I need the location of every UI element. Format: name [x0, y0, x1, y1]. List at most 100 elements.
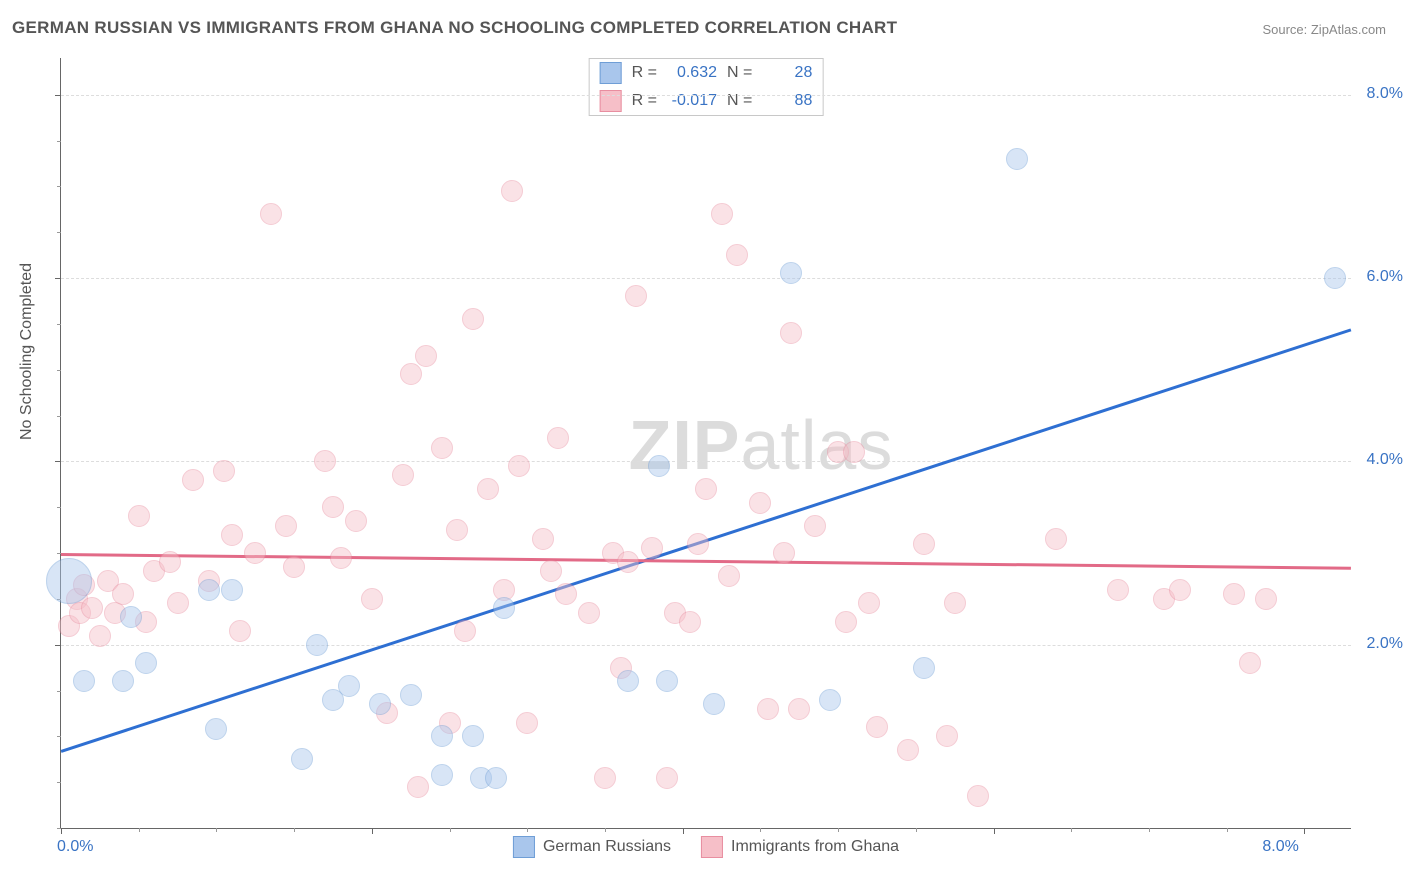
scatter-point	[167, 592, 189, 614]
stats-row-series2: R = -0.017 N = 88	[590, 87, 823, 115]
scatter-point	[695, 478, 717, 500]
x-tick	[994, 828, 995, 834]
scatter-point	[462, 308, 484, 330]
swatch-series2-legend	[701, 836, 723, 858]
scatter-point-large	[46, 558, 92, 604]
legend-label-series1: German Russians	[543, 838, 671, 856]
x-tick	[372, 828, 373, 834]
scatter-point	[835, 611, 857, 633]
scatter-point	[446, 519, 468, 541]
scatter-point	[1255, 588, 1277, 610]
y-tick	[57, 782, 61, 783]
gridline	[61, 278, 1351, 279]
scatter-point	[1169, 579, 1191, 601]
y-tick	[57, 736, 61, 737]
scatter-point	[361, 588, 383, 610]
legend-item-series1: German Russians	[513, 836, 671, 858]
x-tick	[61, 828, 62, 834]
n-label: N =	[727, 64, 752, 82]
scatter-point	[858, 592, 880, 614]
x-tick	[450, 828, 451, 832]
y-tick	[57, 141, 61, 142]
scatter-point	[314, 450, 336, 472]
y-tick	[57, 186, 61, 187]
scatter-point	[944, 592, 966, 614]
scatter-point	[508, 455, 530, 477]
y-tick-label: 6.0%	[1367, 268, 1403, 286]
r-label: R =	[632, 64, 657, 82]
r-value-series1: 0.632	[667, 64, 717, 82]
scatter-point	[726, 244, 748, 266]
scatter-point	[462, 725, 484, 747]
x-tick	[605, 828, 606, 832]
scatter-point	[135, 652, 157, 674]
legend-label-series2: Immigrants from Ghana	[731, 838, 899, 856]
x-tick	[1304, 828, 1305, 834]
stats-row-series1: R = 0.632 N = 28	[590, 59, 823, 87]
scatter-point	[112, 583, 134, 605]
scatter-point	[749, 492, 771, 514]
scatter-point	[757, 698, 779, 720]
scatter-point	[159, 551, 181, 573]
scatter-point	[1239, 652, 1261, 674]
scatter-point	[578, 602, 600, 624]
scatter-point	[819, 689, 841, 711]
scatter-point	[454, 620, 476, 642]
y-tick	[57, 507, 61, 508]
x-tick	[139, 828, 140, 832]
x-tick	[1227, 828, 1228, 832]
gridline	[61, 95, 1351, 96]
x-tick-label: 8.0%	[1262, 838, 1298, 856]
y-axis-label: No Schooling Completed	[18, 263, 36, 440]
y-tick	[55, 461, 61, 462]
y-tick	[57, 324, 61, 325]
scatter-point	[345, 510, 367, 532]
scatter-point	[1223, 583, 1245, 605]
gridline	[61, 461, 1351, 462]
swatch-series1	[600, 62, 622, 84]
x-tick	[1071, 828, 1072, 832]
scatter-point	[788, 698, 810, 720]
y-tick-label: 4.0%	[1367, 451, 1403, 469]
y-tick	[57, 416, 61, 417]
scatter-point	[780, 262, 802, 284]
x-tick	[216, 828, 217, 832]
scatter-point	[866, 716, 888, 738]
scatter-point	[283, 556, 305, 578]
scatter-point	[415, 345, 437, 367]
y-tick	[55, 95, 61, 96]
scatter-point	[431, 764, 453, 786]
scatter-point	[198, 579, 220, 601]
scatter-point	[897, 739, 919, 761]
scatter-point	[641, 537, 663, 559]
scatter-point	[89, 625, 111, 647]
chart-title: GERMAN RUSSIAN VS IMMIGRANTS FROM GHANA …	[12, 18, 897, 38]
scatter-point	[112, 670, 134, 692]
x-tick	[527, 828, 528, 832]
scatter-point	[400, 684, 422, 706]
scatter-point	[338, 675, 360, 697]
scatter-point	[1045, 528, 1067, 550]
scatter-point	[532, 528, 554, 550]
scatter-point	[501, 180, 523, 202]
scatter-point	[967, 785, 989, 807]
scatter-point	[516, 712, 538, 734]
scatter-point	[773, 542, 795, 564]
scatter-plot-area: ZIPatlas R = 0.632 N = 28 R = -0.017 N =…	[60, 58, 1351, 829]
scatter-point	[431, 725, 453, 747]
scatter-point	[369, 693, 391, 715]
y-tick	[57, 370, 61, 371]
scatter-point	[718, 565, 740, 587]
scatter-point	[291, 748, 313, 770]
scatter-point	[617, 670, 639, 692]
y-tick	[55, 278, 61, 279]
scatter-point	[244, 542, 266, 564]
scatter-point	[400, 363, 422, 385]
scatter-point	[656, 767, 678, 789]
scatter-point	[431, 437, 453, 459]
scatter-point	[679, 611, 701, 633]
swatch-series2	[600, 90, 622, 112]
scatter-point	[780, 322, 802, 344]
x-tick	[1149, 828, 1150, 832]
scatter-point	[540, 560, 562, 582]
